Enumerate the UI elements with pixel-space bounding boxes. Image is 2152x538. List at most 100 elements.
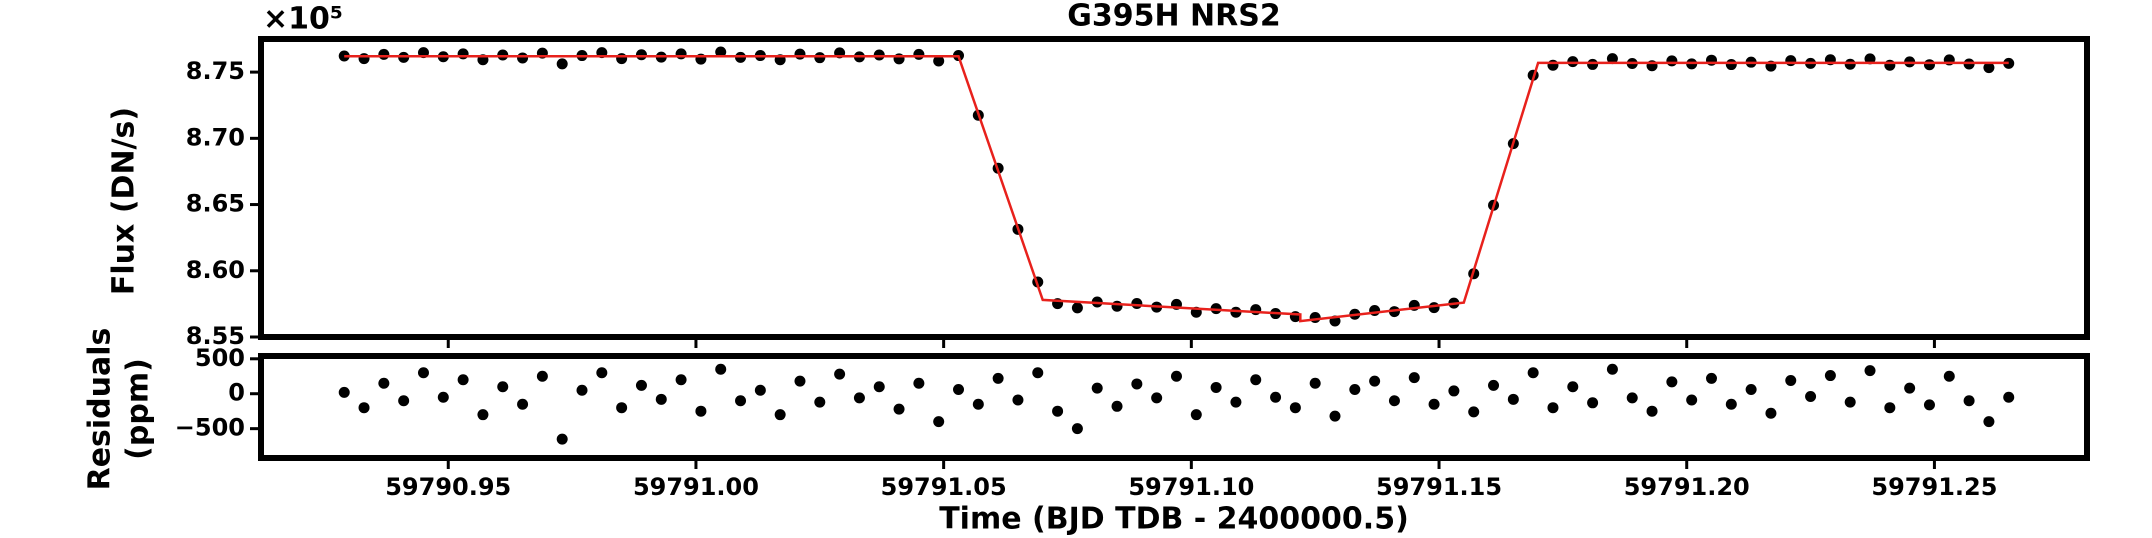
data-point xyxy=(1785,374,1797,386)
y-tick-label: 8.60 xyxy=(186,256,245,284)
data-point xyxy=(675,374,687,386)
y-axis-label: (ppm) xyxy=(121,358,156,460)
data-point xyxy=(1230,396,1242,408)
data-point xyxy=(1884,402,1896,414)
data-point xyxy=(853,392,865,404)
data-point xyxy=(873,381,885,393)
data-point xyxy=(1507,393,1519,405)
data-point xyxy=(1111,400,1123,412)
data-point xyxy=(1785,55,1797,67)
x-tick-label: 59791.00 xyxy=(633,473,759,501)
data-point xyxy=(1349,384,1361,396)
data-point xyxy=(1626,392,1638,404)
data-point xyxy=(358,402,370,414)
data-point xyxy=(1606,363,1618,375)
data-point xyxy=(1309,312,1321,324)
data-point xyxy=(635,49,647,61)
data-point xyxy=(834,368,846,380)
data-point xyxy=(1666,55,1678,67)
data-point xyxy=(517,398,529,410)
data-point xyxy=(1844,58,1856,70)
data-point xyxy=(1824,370,1836,382)
data-point xyxy=(735,395,747,407)
data-point xyxy=(517,52,529,64)
data-point xyxy=(715,46,727,58)
data-point xyxy=(1983,62,1995,74)
x-tick-label: 59791.20 xyxy=(1624,473,1750,501)
x-axis-label: Time (BJD TDB - 2400000.5) xyxy=(939,502,1409,537)
data-point xyxy=(2003,391,2015,403)
data-point xyxy=(695,405,707,417)
data-point xyxy=(814,52,826,64)
data-point xyxy=(1547,59,1559,71)
data-point xyxy=(1725,59,1737,71)
data-point xyxy=(1369,375,1381,387)
data-point xyxy=(378,48,390,60)
data-point xyxy=(893,403,905,415)
data-point xyxy=(1923,399,1935,411)
y-tick-label: 8.70 xyxy=(186,123,245,151)
data-point xyxy=(1012,394,1024,406)
data-point xyxy=(933,55,945,67)
data-point xyxy=(1131,297,1143,309)
data-point xyxy=(1765,407,1777,419)
y-axis-label: Flux (DN/s) xyxy=(107,107,142,295)
data-point xyxy=(1071,423,1083,435)
data-point xyxy=(933,416,945,428)
data-point xyxy=(596,367,608,379)
y-axis-label: Residuals xyxy=(83,328,118,491)
y-tick-label: −500 xyxy=(175,414,245,442)
data-point xyxy=(1329,410,1341,422)
data-point xyxy=(1666,376,1678,388)
data-point xyxy=(1428,398,1440,410)
data-point xyxy=(1488,379,1500,391)
plot-frame xyxy=(258,353,2090,461)
data-point xyxy=(655,393,667,405)
y-tick-label: 8.65 xyxy=(186,190,245,218)
data-point xyxy=(972,398,984,410)
data-point xyxy=(1448,385,1460,397)
data-point xyxy=(1190,409,1202,421)
data-point xyxy=(794,375,806,387)
data-point xyxy=(1270,391,1282,403)
data-point xyxy=(616,402,628,414)
y-tick-label: 500 xyxy=(195,344,245,372)
plot-frame xyxy=(258,36,2090,340)
data-point xyxy=(358,53,370,65)
data-point xyxy=(1131,378,1143,390)
data-point xyxy=(1052,405,1064,417)
data-point xyxy=(1844,396,1856,408)
data-point xyxy=(437,391,449,403)
data-point xyxy=(457,374,469,386)
x-tick-label: 59791.10 xyxy=(1128,473,1254,501)
data-point xyxy=(378,377,390,389)
data-point xyxy=(1032,367,1044,379)
data-point xyxy=(1309,377,1321,389)
x-tick-label: 59791.05 xyxy=(881,473,1007,501)
y-tick-label: 0 xyxy=(228,379,245,407)
data-point xyxy=(1646,405,1658,417)
data-point xyxy=(1250,374,1262,386)
data-point xyxy=(913,48,925,60)
data-point xyxy=(576,384,588,396)
data-point xyxy=(616,53,628,65)
data-point xyxy=(536,370,548,382)
offset-text: ×10⁵ xyxy=(263,2,343,37)
data-point xyxy=(1071,302,1083,314)
chart-title: G395H NRS2 xyxy=(1067,0,1281,34)
data-point xyxy=(814,396,826,408)
x-tick-label: 59791.25 xyxy=(1871,473,1997,501)
data-point xyxy=(1983,416,1995,428)
data-point xyxy=(1527,367,1539,379)
data-point xyxy=(953,384,965,396)
x-tick-label: 59791.15 xyxy=(1376,473,1502,501)
data-point xyxy=(1805,391,1817,403)
data-point xyxy=(1289,402,1301,414)
data-point xyxy=(1606,53,1618,65)
data-point xyxy=(774,409,786,421)
data-point xyxy=(1725,398,1737,410)
data-point xyxy=(457,48,469,60)
data-point xyxy=(497,381,509,393)
data-point xyxy=(675,48,687,60)
